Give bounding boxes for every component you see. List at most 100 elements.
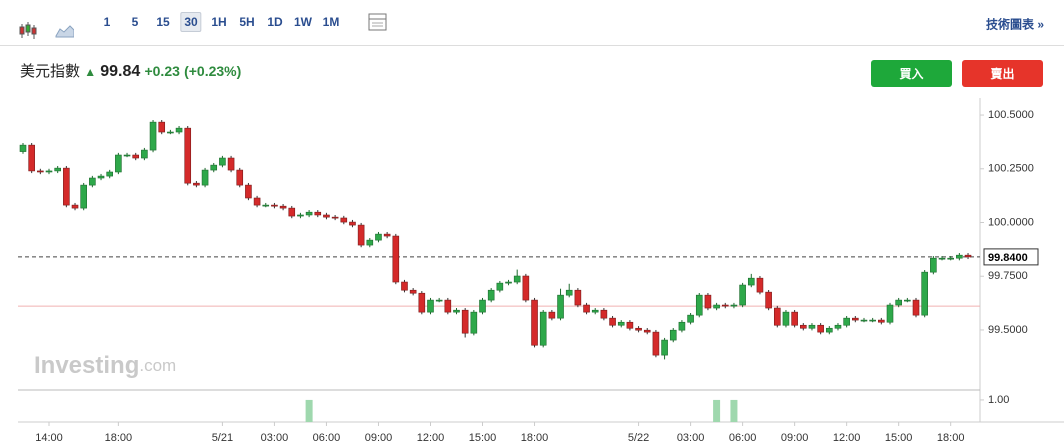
- candle-body: [860, 319, 868, 322]
- candle-body: [609, 317, 616, 326]
- candle-body: [383, 233, 391, 237]
- x-tick-label: 15:00: [885, 432, 913, 444]
- candle-body: [175, 127, 183, 133]
- candle-body: [695, 294, 703, 316]
- candle-body: [323, 214, 330, 218]
- x-tick-label: 12:00: [833, 432, 861, 444]
- candle-body: [167, 131, 174, 134]
- interval-button[interactable]: 1D: [267, 15, 283, 29]
- candle-body: [869, 319, 876, 322]
- volume-bar: [305, 399, 313, 422]
- candle-body: [297, 214, 304, 217]
- tech-chart-link[interactable]: 技術圖表 »: [985, 17, 1044, 32]
- candle-body: [453, 309, 460, 313]
- candle-body: [401, 281, 408, 291]
- candle-body: [643, 329, 651, 333]
- candle-body: [158, 121, 166, 133]
- toolbar: 1 5 15 30 1H 5H 1D 1W 1M 技術圖表 »: [0, 0, 1064, 46]
- candle-body: [947, 257, 954, 260]
- change-pct: (+0.23%): [184, 63, 242, 79]
- instrument-name: 美元指數: [20, 63, 81, 80]
- candle-body: [149, 121, 157, 151]
- interval-button[interactable]: 1H: [211, 15, 227, 29]
- candle-body: [826, 327, 833, 333]
- candle-body: [245, 184, 252, 199]
- candle-body: [71, 204, 79, 209]
- candle-body: [357, 224, 365, 246]
- watermark-text: .com: [139, 356, 176, 375]
- candle-body: [444, 299, 452, 313]
- candle-body: [305, 211, 313, 216]
- candle-body: [531, 299, 538, 346]
- candle-body: [89, 177, 96, 186]
- candle-body: [773, 307, 781, 326]
- candle-body: [886, 304, 894, 323]
- candle-body: [97, 175, 105, 179]
- volume-bar: [730, 399, 738, 422]
- x-tick-label: 12:00: [417, 432, 445, 444]
- candle-body: [721, 304, 729, 307]
- candle-body: [63, 167, 70, 206]
- candle-body: [617, 321, 625, 326]
- candle-body: [539, 311, 547, 346]
- candle-body: [461, 309, 469, 334]
- interval-button[interactable]: 5H: [239, 15, 255, 29]
- candle-body: [45, 170, 53, 173]
- candle-body: [349, 221, 356, 226]
- candle-body: [184, 127, 192, 184]
- candle-body: [791, 311, 798, 326]
- x-tick-label: 5/22: [628, 432, 649, 444]
- interval-button[interactable]: 30: [180, 12, 202, 32]
- x-tick-label: 18:00: [105, 432, 133, 444]
- candle-body: [80, 184, 87, 209]
- candle-body: [227, 157, 235, 171]
- interval-button[interactable]: 1W: [294, 15, 312, 29]
- candle-body: [288, 207, 296, 217]
- candle-body: [843, 317, 850, 326]
- interval-button[interactable]: 1: [103, 15, 111, 29]
- x-tick-label: 03:00: [261, 432, 289, 444]
- candle-body: [895, 299, 902, 306]
- last-price-label: 99.8400: [988, 252, 1028, 264]
- interval-button[interactable]: 5: [131, 15, 139, 29]
- candle-body: [418, 292, 426, 313]
- candle-body: [132, 154, 140, 159]
- candle-body: [713, 304, 720, 309]
- last-price-tag: [983, 248, 1039, 266]
- interval-button[interactable]: 15: [156, 15, 170, 29]
- candle-body: [141, 149, 148, 159]
- candle-body: [591, 309, 599, 313]
- x-tick-label: 18:00: [937, 432, 965, 444]
- candle-body: [834, 324, 842, 329]
- up-arrow: ▲: [84, 65, 97, 79]
- candle-body: [878, 319, 885, 323]
- x-tick-label: 18:00: [521, 432, 549, 444]
- candle-body: [912, 299, 920, 316]
- buy-button[interactable]: 買入: [871, 60, 952, 87]
- candle-body: [904, 299, 911, 302]
- candle-body: [938, 257, 946, 260]
- candle-body: [375, 233, 382, 241]
- candle-body: [106, 171, 113, 177]
- candle-body: [730, 304, 738, 307]
- price: 99.84: [100, 63, 141, 80]
- candle-body: [817, 324, 824, 333]
- candle-body: [201, 169, 209, 186]
- candle-body: [799, 324, 807, 329]
- candle-body: [739, 284, 746, 306]
- candle-body: [661, 339, 668, 356]
- candle-body: [115, 154, 122, 173]
- v-tick-label: 1.00: [988, 394, 1009, 406]
- sell-button[interactable]: 賣出: [962, 60, 1043, 87]
- x-tick-label: 09:00: [781, 432, 809, 444]
- candle-body: [635, 327, 642, 331]
- watermark: Investing.com: [34, 352, 176, 379]
- candle-body: [513, 275, 521, 283]
- candle-body: [19, 144, 27, 152]
- settings-icon[interactable]: [364, 0, 394, 46]
- candle-body: [921, 271, 928, 316]
- interval-button[interactable]: 1M: [322, 15, 340, 29]
- candle-body: [704, 294, 712, 309]
- y-tick-label: 100.5000: [988, 109, 1034, 121]
